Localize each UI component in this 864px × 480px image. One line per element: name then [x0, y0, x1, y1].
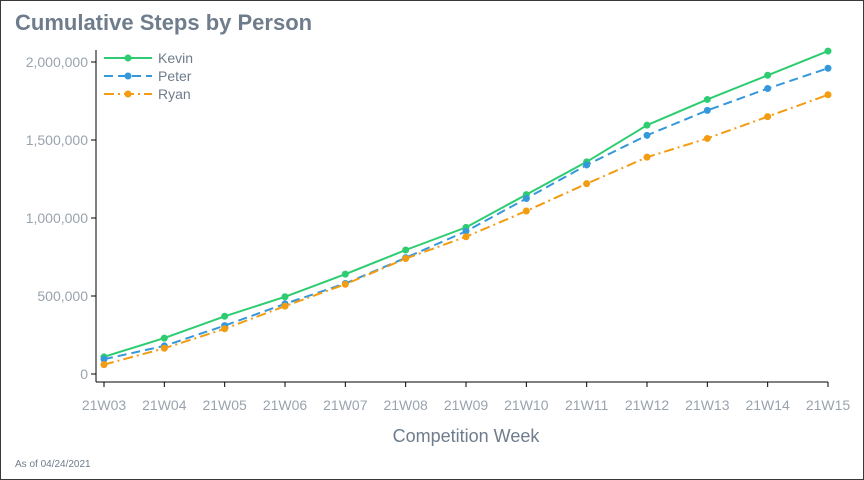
legend-label: Ryan	[158, 86, 191, 102]
series-peter	[100, 64, 832, 363]
data-point-kevin	[824, 47, 832, 55]
legend: Kevin Peter Ryan	[104, 50, 193, 102]
legend-label: Peter	[158, 68, 192, 84]
data-point-peter	[522, 195, 530, 202]
x-tick-label: 21W08	[383, 397, 428, 413]
legend-label: Kevin	[158, 50, 193, 66]
x-ticks: 21W03 21W04 21W05 21W06 21W07 21W08 21W09 21W10…	[82, 382, 851, 413]
x-tick-label: 21W14	[745, 397, 790, 413]
x-tick-label: 21W11	[565, 397, 609, 413]
data-point-peter	[583, 161, 591, 169]
y-ticks: 0 500,000 1,000,000 1,500,000 2,000,000	[26, 54, 96, 382]
series-group	[100, 47, 832, 369]
axes	[95, 50, 828, 383]
data-point-ryan	[703, 134, 711, 142]
data-point-ryan	[402, 255, 410, 263]
legend-swatch-marker	[124, 72, 132, 80]
legend-item-ryan: Ryan	[104, 86, 191, 102]
legend-swatch-marker	[124, 54, 132, 62]
as-of-footnote: As of 04/24/2021	[15, 459, 91, 470]
data-point-ryan	[764, 113, 772, 121]
data-point-kevin	[341, 270, 349, 278]
data-point-kevin	[764, 71, 772, 79]
x-tick-label: 21W05	[202, 397, 247, 413]
data-point-ryan	[462, 233, 470, 241]
legend-item-peter: Peter	[104, 68, 192, 84]
x-axis-label: Competition Week	[393, 426, 541, 446]
y-tick-label: 1,000,000	[26, 210, 88, 226]
y-tick-label: 500,000	[37, 288, 88, 304]
data-point-kevin	[160, 334, 168, 342]
data-point-kevin	[703, 95, 711, 103]
chart-title: Cumulative Steps by Person	[15, 10, 313, 35]
x-tick-label: 21W06	[263, 397, 308, 413]
y-tick-label: 2,000,000	[26, 54, 88, 70]
data-point-ryan	[160, 344, 168, 352]
data-point-ryan	[583, 180, 591, 188]
x-tick-label: 21W10	[504, 397, 549, 413]
series-ryan	[100, 91, 832, 369]
data-point-kevin	[402, 246, 410, 254]
y-tick-label: 1,500,000	[26, 132, 88, 148]
series-line-peter	[103, 67, 829, 361]
data-point-peter	[703, 106, 711, 114]
data-point-ryan	[341, 280, 349, 288]
data-point-ryan	[522, 207, 530, 215]
y-tick-label: 0	[80, 366, 88, 382]
data-point-peter	[764, 85, 772, 93]
x-tick-label: 21W13	[685, 397, 730, 413]
data-point-ryan	[100, 361, 108, 369]
series-line-kevin	[103, 50, 829, 358]
data-point-peter	[462, 227, 470, 235]
data-point-ryan	[221, 325, 229, 333]
data-point-peter	[100, 355, 108, 363]
legend-swatch-marker	[124, 90, 132, 98]
data-point-peter	[643, 131, 651, 139]
data-point-kevin	[221, 312, 229, 320]
data-point-ryan	[643, 153, 651, 161]
data-point-kevin	[281, 293, 289, 301]
data-point-ryan	[824, 91, 832, 99]
series-kevin	[100, 47, 832, 361]
x-tick-label: 21W04	[142, 397, 187, 413]
x-tick-label: 21W03	[82, 397, 127, 413]
x-tick-label: 21W12	[625, 397, 670, 413]
x-tick-label: 21W15	[806, 397, 851, 413]
data-point-ryan	[281, 302, 289, 310]
legend-item-kevin: Kevin	[104, 50, 193, 66]
x-tick-label: 21W07	[323, 397, 368, 413]
data-point-kevin	[643, 121, 651, 129]
x-tick-label: 21W09	[444, 397, 489, 413]
data-point-peter	[824, 64, 832, 72]
